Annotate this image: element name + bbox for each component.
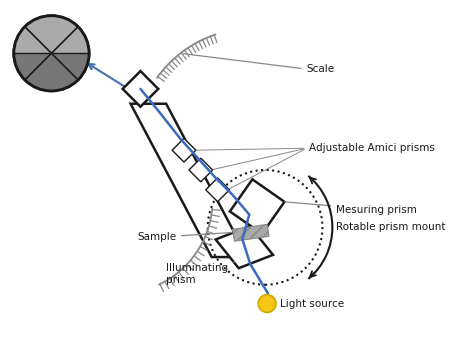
Text: Illuminating
prism: Illuminating prism [166, 262, 235, 285]
Wedge shape [14, 53, 89, 91]
Polygon shape [189, 158, 213, 182]
Text: Scale: Scale [183, 54, 335, 74]
Text: Adjustable Amici prisms: Adjustable Amici prisms [309, 143, 435, 153]
Polygon shape [206, 178, 229, 202]
Text: Light source: Light source [280, 299, 344, 308]
Text: Sample: Sample [137, 232, 232, 242]
Polygon shape [230, 179, 284, 234]
Polygon shape [172, 139, 196, 162]
Polygon shape [130, 104, 247, 257]
Circle shape [258, 295, 276, 313]
Polygon shape [216, 226, 273, 268]
Text: Mesuring prism: Mesuring prism [285, 202, 417, 214]
Polygon shape [232, 224, 269, 241]
Polygon shape [123, 71, 158, 107]
Wedge shape [14, 16, 89, 53]
Text: Rotable prism mount: Rotable prism mount [337, 222, 446, 232]
Circle shape [14, 16, 89, 91]
